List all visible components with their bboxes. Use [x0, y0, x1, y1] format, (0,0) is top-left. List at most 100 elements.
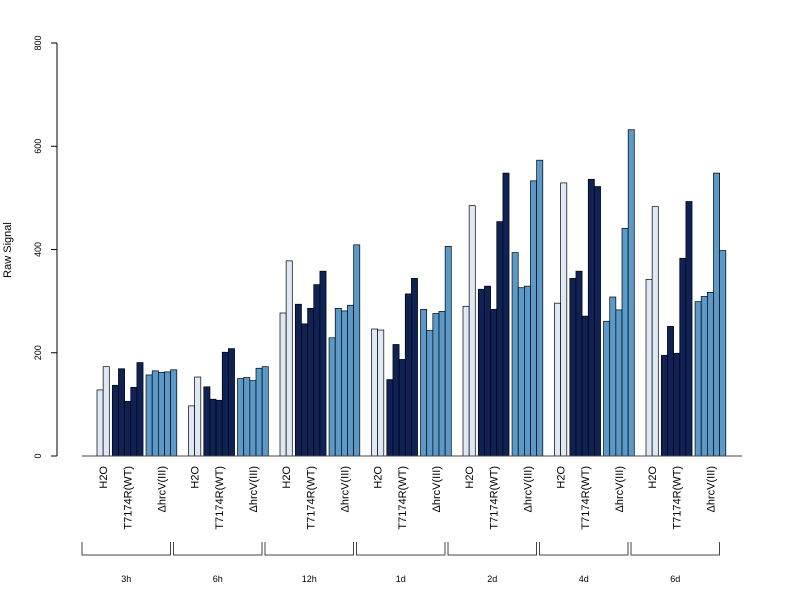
bar [404, 293, 412, 457]
bar [228, 348, 235, 457]
bar [660, 354, 668, 457]
bar [615, 309, 623, 457]
bar [502, 172, 510, 457]
bars [96, 129, 727, 457]
bar [136, 362, 144, 457]
bar [627, 129, 635, 457]
bar [255, 367, 263, 457]
bar [328, 337, 336, 457]
y-axis-label: Raw Signal [2, 222, 14, 278]
bar [477, 288, 485, 457]
condition-label: ΔhrcV(III) [705, 466, 717, 512]
bar [102, 366, 110, 457]
y-tick-label: 400 [33, 242, 43, 257]
condition-label: H2O [98, 466, 110, 489]
group-labels: 3h 6h 12h 1d 2d 4d 6d [81, 542, 720, 584]
bar [645, 279, 653, 457]
bar [118, 368, 125, 457]
bar [411, 278, 418, 457]
bar [194, 376, 202, 457]
bar [420, 309, 428, 457]
bar [164, 371, 172, 457]
condition-label: H2O [373, 466, 385, 489]
condition-label: ΔhrcV(III) [522, 466, 534, 512]
group-label: 4d [579, 574, 589, 584]
bar [517, 287, 525, 457]
y-tick-label: 0 [33, 453, 43, 458]
bar [392, 344, 400, 457]
condition-label: H2O [647, 466, 659, 489]
group-bracket [173, 542, 263, 556]
bar [706, 292, 714, 457]
bar [203, 386, 211, 457]
y-tick-label: 800 [33, 35, 43, 50]
bar [444, 246, 452, 457]
bar [319, 270, 327, 457]
bar [261, 366, 269, 457]
bar [575, 270, 583, 457]
bar [398, 359, 406, 457]
bar [237, 378, 245, 457]
bar [609, 296, 617, 457]
condition-label: ΔhrcV(III) [156, 466, 168, 512]
bar [719, 250, 727, 457]
bar [603, 320, 611, 457]
bar [294, 303, 302, 457]
bar [511, 252, 519, 457]
y-axis: 0 200 400 600 800 [33, 35, 58, 459]
bar [285, 260, 293, 457]
bar [490, 309, 498, 457]
bar [523, 285, 531, 457]
bar [353, 244, 361, 457]
condition-label: H2O [556, 466, 568, 489]
group-label: 6d [670, 574, 680, 584]
condition-label: T7174R(WT) [306, 466, 318, 530]
condition-label: T7174R(WT) [672, 466, 684, 530]
bar [496, 221, 504, 457]
condition-label: T7174R(WT) [397, 466, 409, 530]
bar [215, 399, 223, 457]
bar [685, 201, 693, 457]
bar [221, 351, 229, 457]
bar [307, 308, 315, 457]
bar [673, 352, 681, 457]
bar [554, 302, 562, 457]
bar [209, 398, 217, 457]
bar [386, 379, 394, 457]
group-bracket [447, 542, 537, 556]
bar [679, 257, 687, 457]
y-tick-label: 200 [33, 345, 43, 360]
condition-label: T7174R(WT) [489, 466, 501, 530]
bar [151, 370, 159, 457]
condition-label: ΔhrcV(III) [431, 466, 443, 512]
condition-label: T7174R(WT) [214, 466, 226, 530]
bar [158, 372, 165, 457]
bar [347, 304, 355, 457]
bar [700, 296, 708, 457]
bar [96, 389, 104, 457]
bar [594, 186, 601, 457]
y-tick-label: 600 [33, 139, 43, 154]
bar [713, 172, 721, 457]
condition-label: ΔhrcV(III) [614, 466, 626, 512]
bar [243, 377, 251, 457]
bar [145, 374, 153, 457]
group-label: 6h [213, 574, 223, 584]
group-bracket [356, 542, 446, 556]
group-bracket [630, 542, 720, 556]
bar [438, 311, 446, 457]
bar [560, 182, 568, 457]
group-label: 2d [487, 574, 497, 584]
bar [377, 329, 385, 457]
group-label: 1d [396, 574, 406, 584]
group-label: 12h [302, 574, 317, 584]
group-bracket [81, 542, 171, 556]
bar [462, 305, 470, 457]
condition-label: ΔhrcV(III) [339, 466, 351, 512]
bar [341, 310, 348, 457]
bar [536, 159, 544, 457]
condition-label: H2O [281, 466, 293, 489]
bar [124, 400, 132, 457]
bar [111, 384, 119, 457]
